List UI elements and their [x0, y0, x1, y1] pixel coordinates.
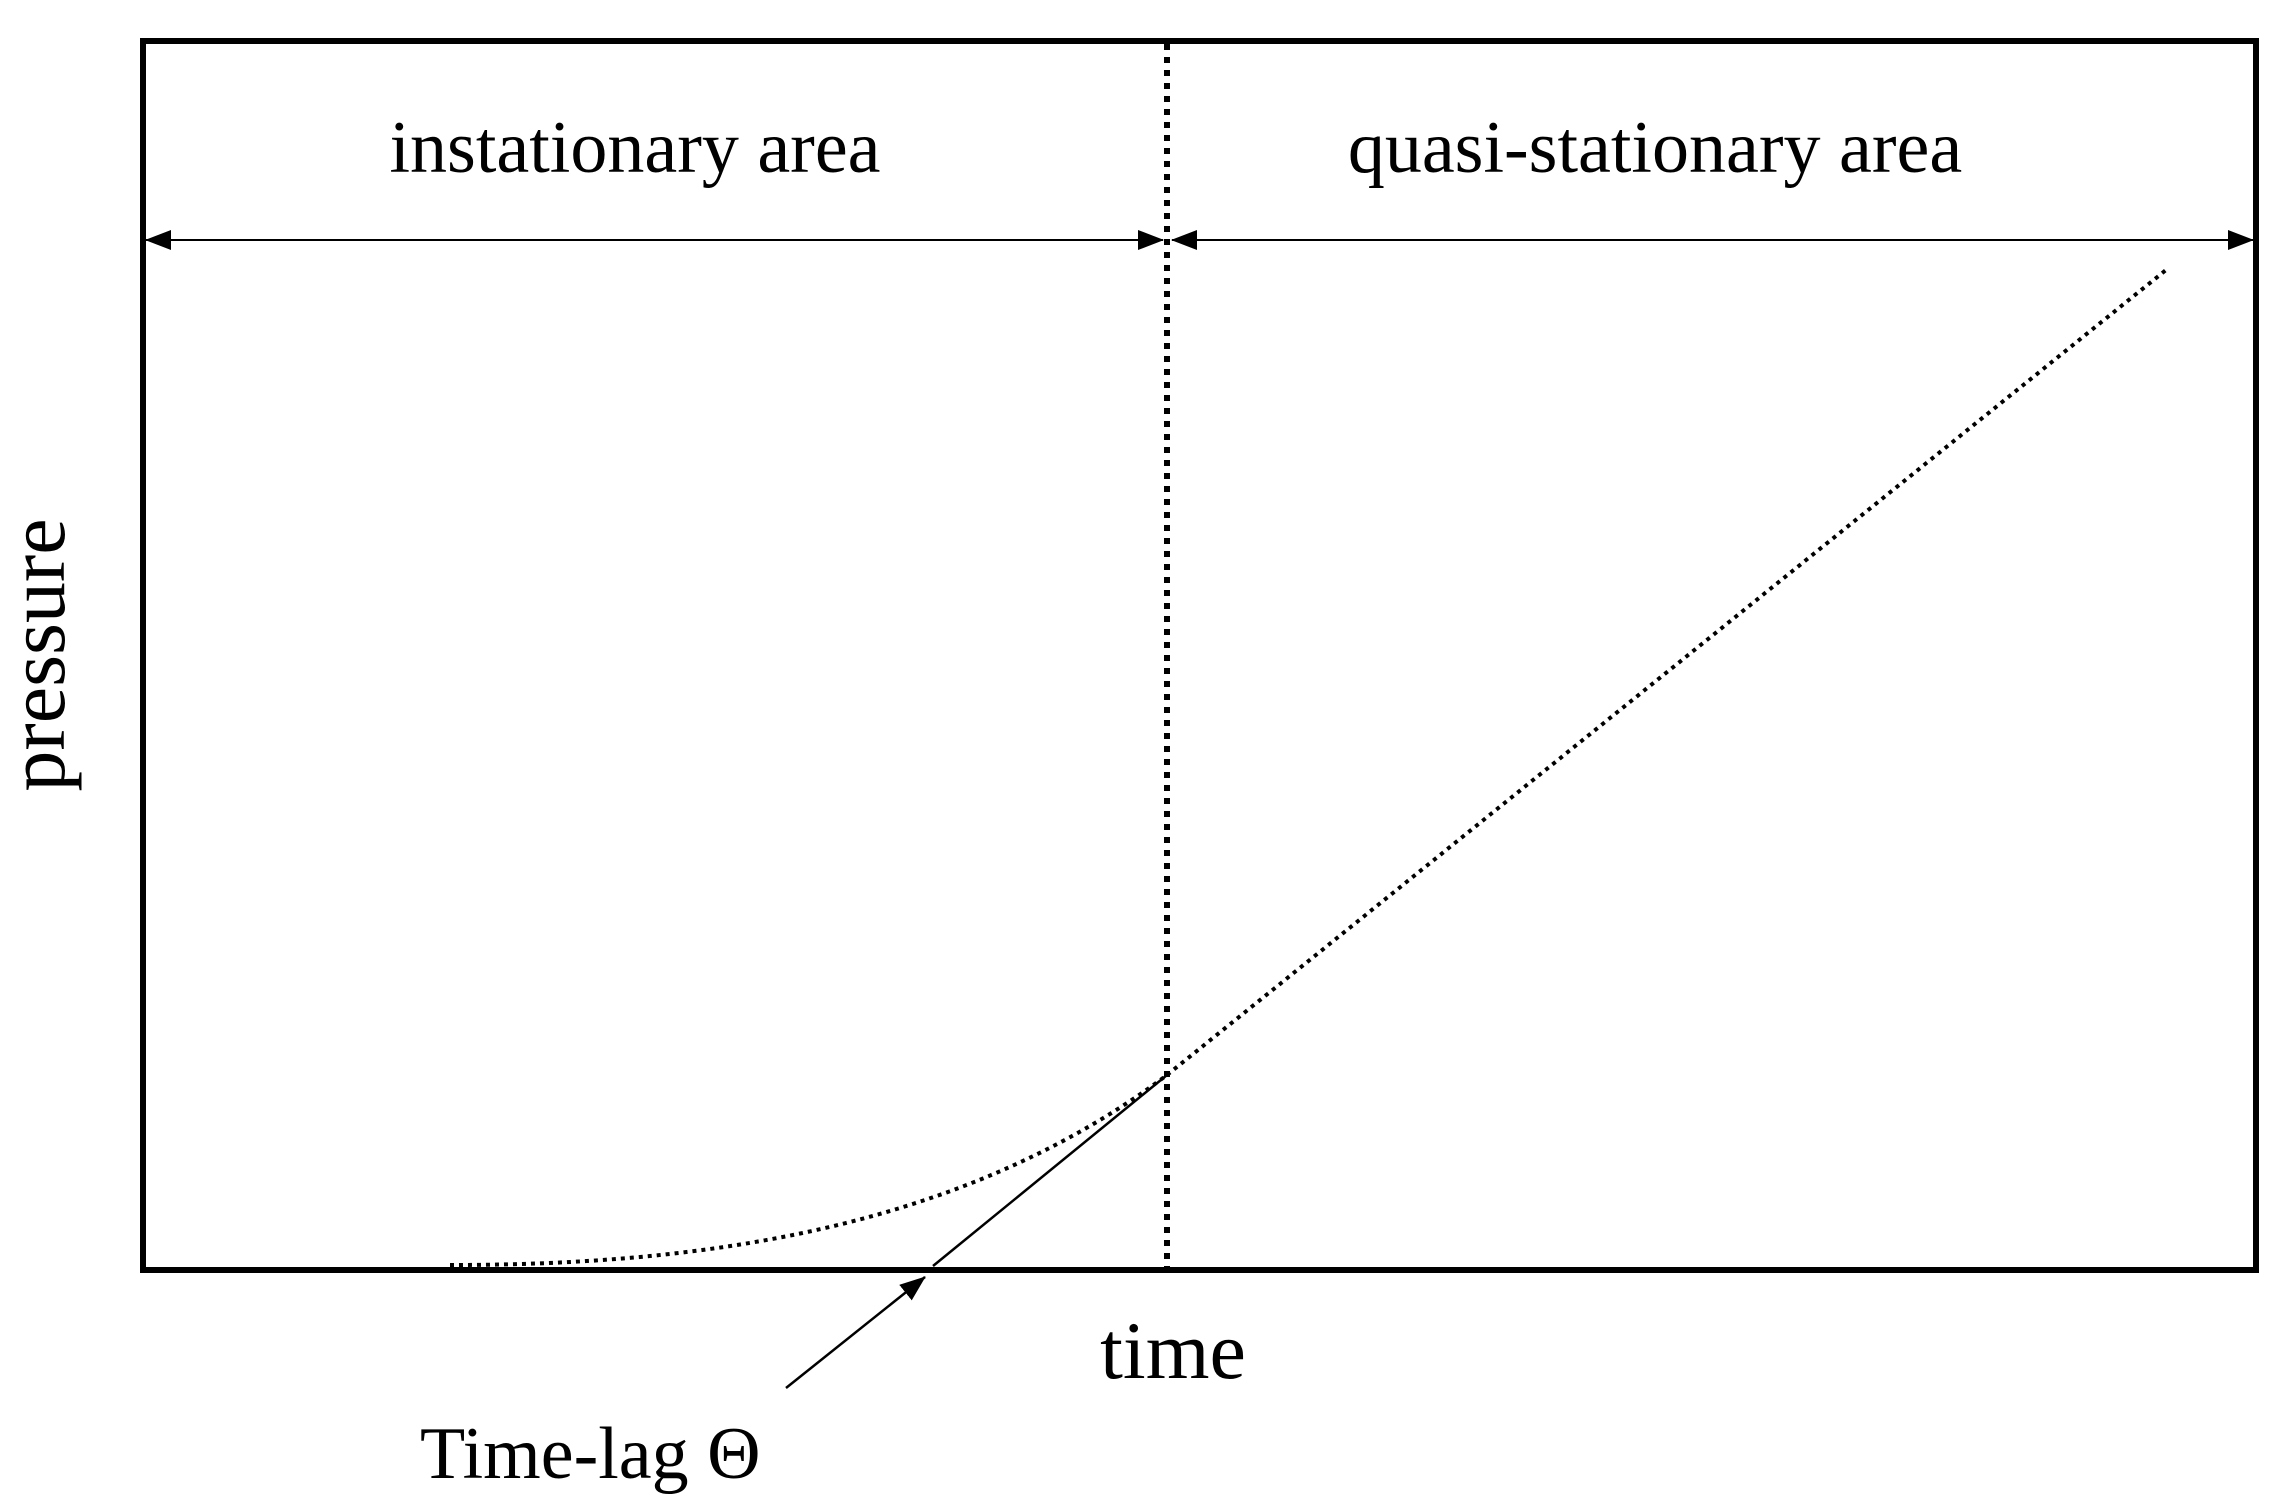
pressure-curve-linear [1165, 268, 2168, 1077]
pressure-curve-instationary [449, 1073, 1169, 1267]
instationary-area-label: instationary area [389, 107, 880, 189]
time-lag-pointer-arrow [785, 1276, 926, 1389]
x-axis-label: time [1100, 1305, 1246, 1396]
tangent-extrapolation-line [932, 1074, 1168, 1267]
quasi-stationary-area-label: quasi-stationary area [1348, 107, 1962, 189]
time-lag-label: Time-lag Θ [420, 1413, 761, 1495]
plot-frame [140, 38, 2259, 1273]
y-axis-label: pressure [0, 518, 82, 791]
